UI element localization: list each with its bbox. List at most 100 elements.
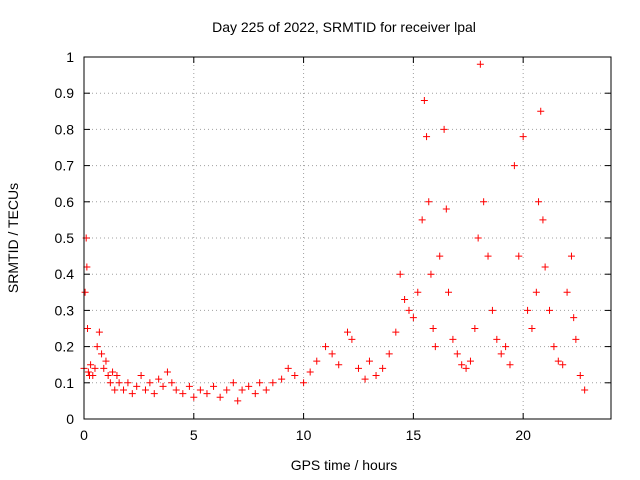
data-point <box>484 252 492 260</box>
data-point <box>554 357 562 365</box>
data-point <box>124 379 132 387</box>
data-point <box>546 306 554 314</box>
data-point <box>89 372 97 380</box>
data-point <box>423 133 431 141</box>
data-point <box>572 335 580 343</box>
data-point <box>155 375 163 383</box>
data-point <box>510 162 518 170</box>
data-point <box>427 270 435 278</box>
data-point <box>440 125 448 133</box>
data-point <box>291 372 299 380</box>
y-axis-label: SRMTID / TECUs <box>5 183 21 293</box>
y-tick-label: 0.2 <box>55 339 75 355</box>
data-point <box>344 328 351 336</box>
data-point <box>466 357 474 365</box>
data-point <box>372 372 380 380</box>
data-point <box>179 390 187 398</box>
y-tick-label: 0.5 <box>55 230 75 246</box>
data-point <box>84 368 92 376</box>
data-point <box>128 390 136 398</box>
data-point <box>405 306 413 314</box>
y-tick-label: 0 <box>66 411 74 427</box>
data-point <box>322 343 330 351</box>
data-point <box>133 382 141 390</box>
data-point <box>102 357 110 365</box>
grid <box>84 57 611 419</box>
x-tick-label: 10 <box>296 427 312 443</box>
data-point <box>168 379 176 387</box>
data-point <box>420 96 428 104</box>
data-point <box>113 372 121 380</box>
data-point <box>98 350 106 358</box>
data-point <box>476 60 484 68</box>
data-point <box>100 364 108 372</box>
data-point <box>83 263 91 271</box>
y-tick-label: 0.7 <box>55 158 75 174</box>
data-point <box>306 368 314 376</box>
data-point <box>84 325 92 332</box>
data-point <box>418 216 426 224</box>
data-point <box>497 350 505 358</box>
data-point <box>328 350 336 358</box>
y-tick-label: 0.1 <box>55 375 75 391</box>
data-point <box>141 386 149 394</box>
data-point <box>385 350 393 358</box>
data-points <box>80 60 589 405</box>
data-point <box>104 372 112 380</box>
data-point <box>115 379 123 387</box>
data-point <box>488 306 496 314</box>
data-point <box>278 375 286 383</box>
data-point <box>474 234 482 242</box>
data-point <box>146 379 154 387</box>
data-point <box>502 343 510 351</box>
data-point <box>480 198 488 206</box>
data-point <box>95 328 103 336</box>
data-point <box>453 350 461 358</box>
data-point <box>348 335 356 343</box>
x-tick-label: 20 <box>515 427 531 443</box>
data-point <box>163 368 171 376</box>
data-point <box>563 288 571 296</box>
data-point <box>550 343 558 351</box>
data-point <box>109 368 117 376</box>
data-point <box>528 325 536 332</box>
data-point <box>210 382 218 390</box>
data-point <box>251 390 259 398</box>
data-point <box>196 386 204 394</box>
data-point <box>172 386 180 394</box>
data-point <box>471 325 479 332</box>
data-point <box>570 314 578 322</box>
x-axis-label: GPS time / hours <box>291 457 398 473</box>
data-point <box>524 306 532 314</box>
data-point <box>401 296 409 304</box>
data-point <box>313 357 321 365</box>
data-point <box>541 263 549 271</box>
data-point <box>234 397 242 405</box>
plot-frame <box>83 56 612 420</box>
data-point <box>91 364 99 372</box>
data-point <box>436 252 444 260</box>
data-point <box>535 198 543 206</box>
data-point <box>81 288 89 296</box>
data-point <box>396 270 404 278</box>
data-point <box>120 386 128 394</box>
data-point <box>229 379 237 387</box>
data-point <box>515 252 523 260</box>
data-point <box>216 393 224 401</box>
data-point <box>335 361 343 369</box>
data-point <box>462 364 470 372</box>
data-point <box>532 288 540 296</box>
data-point <box>87 361 95 369</box>
y-tick-label: 0.9 <box>55 85 75 101</box>
data-point <box>245 382 253 390</box>
data-point <box>431 343 439 351</box>
data-point <box>238 386 246 394</box>
data-point <box>256 379 264 387</box>
data-point <box>429 325 437 332</box>
data-point <box>361 375 369 383</box>
axis-ticks: 00.10.20.30.40.50.60.70.80.910 5 10 15 20 <box>55 49 611 443</box>
data-point <box>379 364 387 372</box>
x-tick-label: 15 <box>406 427 422 443</box>
data-point <box>185 382 193 390</box>
